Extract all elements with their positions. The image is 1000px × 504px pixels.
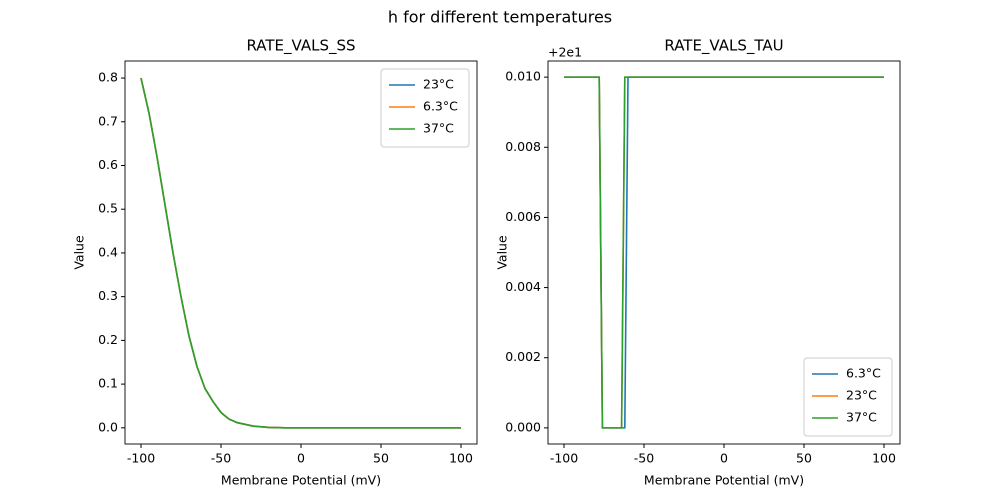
legend-label: 6.3°C xyxy=(846,366,881,381)
axes-title: RATE_VALS_SS xyxy=(246,37,355,56)
y-tick-label: 0.3 xyxy=(98,288,118,303)
y-tick-label: 0.6 xyxy=(98,157,118,172)
axes-frame xyxy=(547,60,901,445)
x-tick-label: -100 xyxy=(127,451,155,466)
y-tick-label: 0.006 xyxy=(505,209,541,224)
legend-box xyxy=(380,68,470,148)
x-tick-label: -50 xyxy=(634,451,654,466)
x-tick-label: 50 xyxy=(373,451,389,466)
axes-frame xyxy=(124,60,478,445)
y-tick-label: 0.7 xyxy=(98,113,118,128)
x-tick-label: 50 xyxy=(796,451,812,466)
figure-title: h for different temperatures xyxy=(388,8,612,27)
x-axis-label: Membrane Potential (mV) xyxy=(221,473,381,488)
y-axis-label: Value xyxy=(495,235,510,270)
legend-label: 37°C xyxy=(423,121,454,136)
legend-label: 23°C xyxy=(846,388,877,403)
series-line xyxy=(564,76,884,429)
x-tick-label: -50 xyxy=(211,451,231,466)
y-tick-label: 0.1 xyxy=(98,376,118,391)
y-tick-label: 0.002 xyxy=(505,349,541,364)
x-tick-label: 0 xyxy=(297,451,305,466)
y-tick-label: 0.010 xyxy=(505,69,541,84)
x-tick-label: -100 xyxy=(550,451,578,466)
x-axis-label: Membrane Potential (mV) xyxy=(644,473,804,488)
y-tick-label: 0.5 xyxy=(98,201,118,216)
y-tick-label: 0.008 xyxy=(505,139,541,154)
legend-label: 6.3°C xyxy=(423,99,458,114)
series-line xyxy=(140,77,461,429)
axes-title: RATE_VALS_TAU xyxy=(664,37,783,56)
y-axis-label: Value xyxy=(72,235,87,270)
x-tick-label: 100 xyxy=(449,451,473,466)
y-tick-label: 0.000 xyxy=(505,419,541,434)
y-tick-label: 0.2 xyxy=(98,332,118,347)
x-tick-label: 0 xyxy=(720,451,728,466)
legend-box xyxy=(803,357,893,437)
y-tick-label: 0.4 xyxy=(98,244,118,259)
y-tick-label: 0.0 xyxy=(98,419,118,434)
legend-label: 23°C xyxy=(423,77,454,92)
axis-offset: +2e1 xyxy=(548,45,582,60)
legend-label: 37°C xyxy=(846,410,877,425)
y-tick-label: 0.004 xyxy=(505,279,541,294)
x-tick-label: 100 xyxy=(872,451,896,466)
y-tick-label: 0.8 xyxy=(98,70,118,85)
